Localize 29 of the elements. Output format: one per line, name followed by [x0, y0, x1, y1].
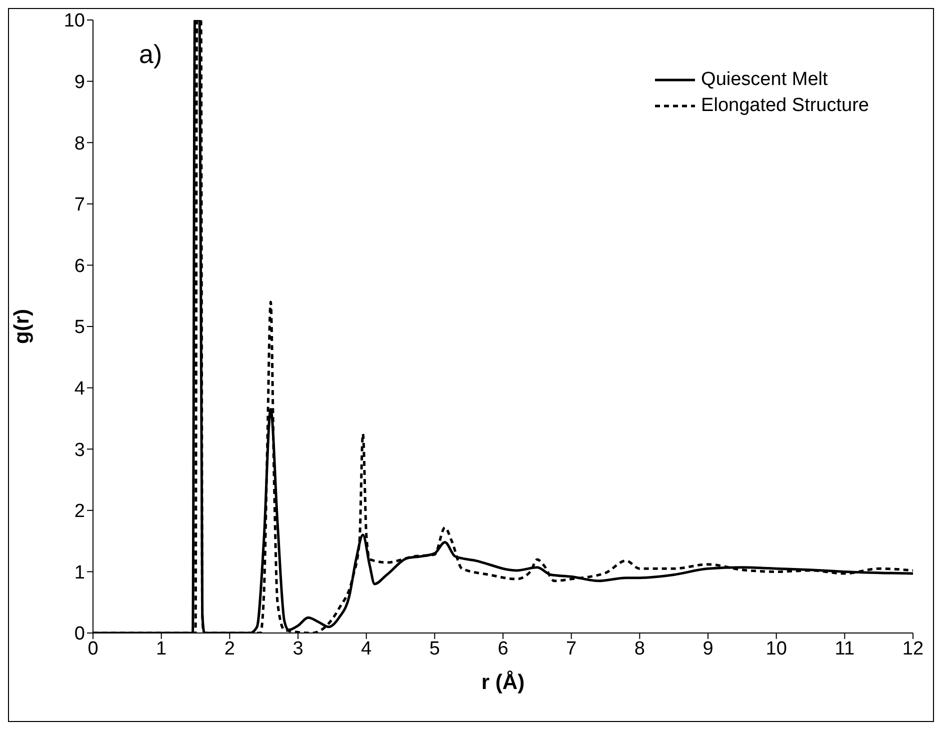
- y-tick-label: 9: [74, 72, 85, 94]
- y-tick-label: 4: [74, 378, 86, 400]
- y-axis-title: g(r): [10, 309, 34, 344]
- x-tick-label: 7: [566, 638, 577, 660]
- y-tick-label: 3: [74, 440, 85, 461]
- x-tick-label: 11: [834, 638, 855, 660]
- x-tick-label: 5: [429, 638, 440, 660]
- y-tick-label: 6: [74, 256, 85, 277]
- y-tick-label: 2: [74, 501, 85, 522]
- y-tick-label: 0: [74, 624, 85, 645]
- x-tick-label: 4: [361, 638, 372, 660]
- y-tick-label: 1: [74, 562, 85, 584]
- y-tick-label: 7: [74, 194, 85, 216]
- legend-label: Quiescent Melt: [701, 69, 828, 91]
- x-tick-label: 9: [702, 638, 714, 660]
- x-tick-label: 3: [292, 638, 304, 660]
- x-tick-label: 1: [156, 638, 167, 660]
- y-tick-label: 5: [74, 317, 85, 338]
- x-axis-title: r (Å): [481, 670, 525, 694]
- x-tick-label: 12: [902, 638, 924, 660]
- y-tick-label: 8: [74, 133, 85, 154]
- y-tick-label: 10: [64, 10, 85, 32]
- legend-label: Elongated Structure: [701, 95, 869, 117]
- x-tick-label: 8: [634, 638, 645, 660]
- x-tick-label: 2: [224, 638, 235, 660]
- annotation: a): [139, 39, 162, 70]
- x-tick-label: 10: [766, 638, 787, 660]
- x-tick-label: 6: [498, 638, 508, 660]
- x-tick-label: 0: [88, 638, 98, 660]
